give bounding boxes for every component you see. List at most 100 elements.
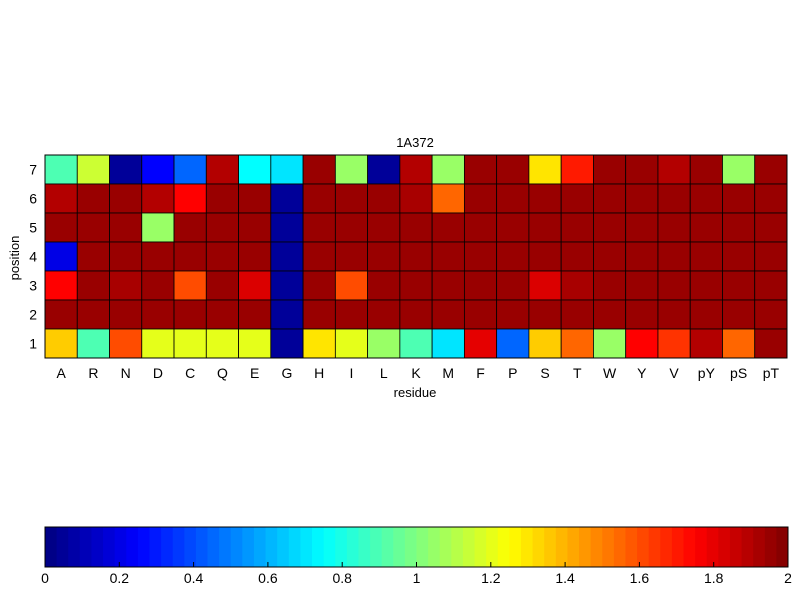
y-tick-label: 6 — [29, 191, 37, 207]
heatmap-cell-7-D — [141, 154, 175, 185]
colorbar-swatch — [532, 527, 545, 567]
colorbar-swatch — [462, 527, 476, 567]
heatmap-cell-3-Y — [625, 270, 659, 301]
heatmap-cell-1-D — [141, 328, 175, 359]
heatmap-cell-3-pS — [722, 270, 756, 301]
colorbar-swatch — [381, 527, 394, 567]
y-tick-label: 4 — [29, 249, 37, 265]
heatmap-cell-5-L — [367, 212, 401, 243]
x-tick-label: pT — [763, 365, 780, 381]
heatmap-cell-7-G — [270, 154, 304, 185]
heatmap-cell-1-R — [76, 328, 110, 359]
heatmap-cell-1-H — [302, 328, 336, 359]
colorbar-swatch — [45, 527, 58, 567]
heatmap-cell-1-N — [109, 328, 143, 359]
heatmap-cell-3-R — [76, 270, 110, 301]
colorbar-swatch — [497, 527, 510, 567]
heatmap-cell-4-C — [173, 241, 207, 272]
colorbar-swatch — [277, 527, 290, 567]
colorbar-swatch — [149, 527, 162, 567]
colorbar-swatch — [346, 527, 359, 567]
y-tick-label: 3 — [29, 278, 37, 294]
heatmap-cell-4-Q — [205, 241, 239, 272]
heatmap-cell-4-N — [109, 241, 143, 272]
colorbar-swatch — [567, 527, 580, 567]
heatmap-cell-7-N — [109, 154, 143, 185]
heatmap-cell-2-G — [270, 299, 304, 330]
heatmap-cell-6-I — [334, 183, 369, 214]
colorbar-swatch — [683, 527, 696, 567]
heatmap-cell-7-I — [334, 154, 369, 185]
heatmap-cell-5-C — [173, 212, 207, 243]
heatmap-cell-6-pT — [754, 183, 788, 214]
colorbar-swatch — [219, 527, 232, 567]
colorbar-swatch — [729, 527, 743, 567]
colorbar-swatch — [671, 527, 685, 567]
heatmap-cell-6-F — [463, 183, 498, 214]
heatmap-cell-6-pY — [689, 183, 723, 214]
colorbar-swatch — [103, 527, 116, 567]
heatmap-cell-2-R — [76, 299, 110, 330]
heatmap-cell-7-Y — [625, 154, 659, 185]
heatmap-cell-2-L — [367, 299, 401, 330]
heatmap-cell-1-P — [496, 328, 530, 359]
colorbar-swatch — [625, 527, 638, 567]
heatmap-cell-2-T — [560, 299, 594, 330]
colorbar-swatch — [265, 527, 278, 567]
heatmap-cell-4-L — [367, 241, 401, 272]
x-tick-label: P — [508, 365, 517, 381]
colorbar-swatch — [126, 527, 139, 567]
colorbar-tick-labels: 0 0.2 0.4 0.6 0.8 1 1.2 1.4 1.6 1.8 2 — [41, 562, 792, 586]
heatmap-cell-5-I — [334, 212, 369, 243]
colorbar-swatch — [741, 527, 754, 567]
heatmap-cell-5-Q — [205, 212, 239, 243]
heatmap-cell-1-I — [334, 328, 369, 359]
heatmap-cell-1-V — [657, 328, 691, 359]
colorbar: 0 0.2 0.4 0.6 0.8 1 1.2 1.4 1.6 1.8 2 — [41, 526, 792, 586]
heatmap-cell-1-A — [44, 328, 78, 359]
x-tick-label: T — [573, 365, 582, 381]
colorbar-swatch — [230, 527, 243, 567]
colorbar-tick-label: 1.8 — [704, 570, 724, 586]
heatmap-cell-4-T — [560, 241, 594, 272]
x-tick-label: pS — [730, 365, 747, 381]
heatmap-cell-1-S — [528, 328, 562, 359]
colorbar-swatches — [44, 526, 789, 568]
heatmap-cell-6-A — [44, 183, 78, 214]
heatmap-cell-6-C — [173, 183, 207, 214]
x-tick-label: F — [476, 365, 485, 381]
heatmap-cell-2-Y — [625, 299, 659, 330]
heatmap-cell-4-G — [270, 241, 304, 272]
colorbar-swatch — [695, 527, 708, 567]
colorbar-swatch — [184, 527, 197, 567]
heatmap-cell-3-D — [141, 270, 175, 301]
heatmap-cell-6-Q — [205, 183, 239, 214]
heatmap-cell-4-pT — [754, 241, 788, 272]
heatmap-cell-3-G — [270, 270, 304, 301]
colorbar-swatch — [358, 527, 371, 567]
heatmap-cell-7-E — [238, 154, 272, 185]
heatmap-cell-7-K — [399, 154, 433, 185]
heatmap-cell-7-pT — [754, 154, 788, 185]
heatmap-cell-4-F — [463, 241, 498, 272]
heatmap-cell-6-K — [399, 183, 433, 214]
heatmap-cell-7-pY — [689, 154, 723, 185]
heatmap-cell-5-R — [76, 212, 110, 243]
heatmap-cell-3-N — [109, 270, 143, 301]
heatmap-cell-3-E — [238, 270, 272, 301]
heatmap-cell-4-K — [399, 241, 433, 272]
colorbar-tick-label: 0.8 — [332, 570, 352, 586]
x-tick-label: Q — [217, 365, 228, 381]
x-tick-label: G — [282, 365, 293, 381]
heatmap-cell-3-S — [528, 270, 562, 301]
heatmap-cell-3-I — [334, 270, 369, 301]
x-tick-label: A — [56, 365, 66, 381]
x-tick-label: S — [540, 365, 549, 381]
chart-title: 1A372 — [396, 135, 434, 150]
colorbar-tick-label: 0.4 — [184, 570, 204, 586]
heatmap-cell-7-Q — [205, 154, 239, 185]
heatmap-cell-3-pY — [689, 270, 723, 301]
heatmap-cell-7-S — [528, 154, 562, 185]
heatmap-cell-2-pS — [722, 299, 756, 330]
